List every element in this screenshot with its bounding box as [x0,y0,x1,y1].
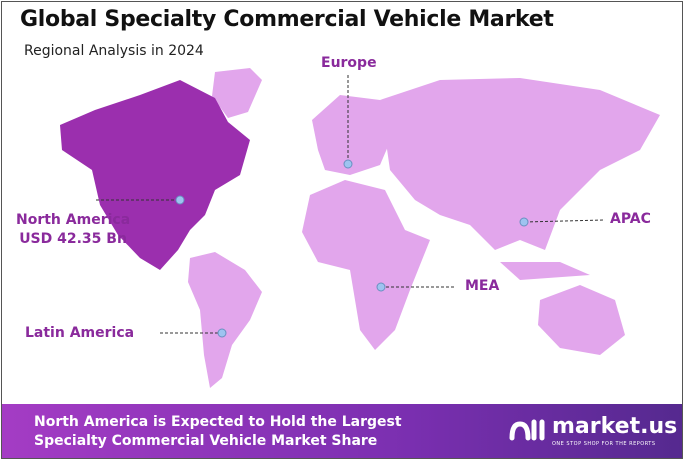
footer-line1: North America is Expected to Hold the La… [34,414,402,430]
footer-text: North America is Expected to Hold the La… [34,413,402,451]
australia [538,285,625,355]
logo: market.us ONE STOP SHOP FOR THE REPORTS [508,414,677,450]
footer-line2: Specialty Commercial Vehicle Market Shar… [34,433,378,449]
label-apac: APAC [610,211,651,227]
logo-tagline: ONE STOP SHOP FOR THE REPORTS [552,441,656,447]
north-america [60,80,250,270]
label-north-america: North America USD 42.35 Bn [16,211,130,249]
asia [380,78,660,250]
footer-banner: North America is Expected to Hold the La… [2,404,682,458]
page-subtitle: Regional Analysis in 2024 [24,43,204,59]
indonesia [500,262,590,280]
marker-mea [376,282,386,292]
label-mea: MEA [465,278,500,294]
region-value: USD 42.35 Bn [19,231,127,247]
label-latin-america: Latin America [25,325,135,341]
page-title: Global Specialty Commercial Vehicle Mark… [20,7,554,32]
label-europe: Europe [321,55,377,71]
marker-apac [519,217,529,227]
marker-latin-america [217,328,227,338]
marker-europe [343,159,353,169]
marker-north-america [175,195,185,205]
greenland [212,68,262,118]
africa [302,180,430,350]
europe [312,95,395,175]
logo-name: market.us [552,414,678,439]
latin-america [188,252,262,388]
logo-icon [509,419,545,441]
region-name: North America [16,212,131,228]
